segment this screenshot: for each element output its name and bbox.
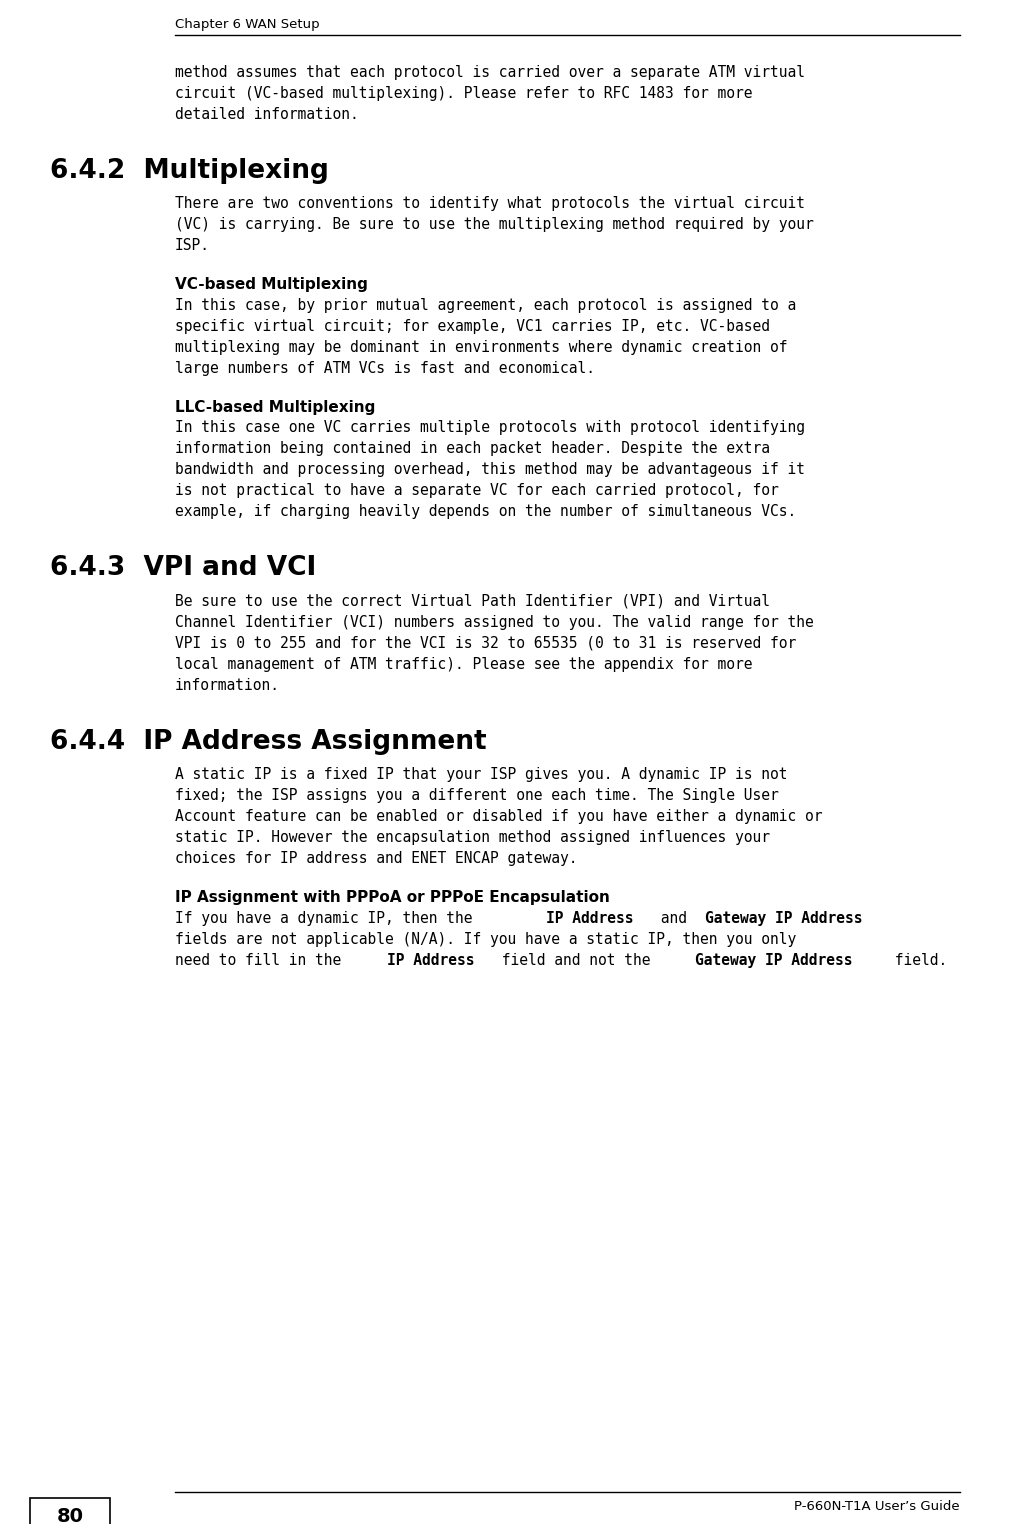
- Text: Gateway IP Address: Gateway IP Address: [705, 911, 863, 925]
- Text: static IP. However the encapsulation method assigned influences your: static IP. However the encapsulation met…: [175, 831, 770, 846]
- Text: (VC) is carrying. Be sure to use the multiplexing method required by your: (VC) is carrying. Be sure to use the mul…: [175, 218, 814, 232]
- Text: circuit (VC-based multiplexing). Please refer to RFC 1483 for more: circuit (VC-based multiplexing). Please …: [175, 85, 752, 101]
- Text: need to fill in the: need to fill in the: [175, 952, 350, 968]
- Text: 6.4.2  Multiplexing: 6.4.2 Multiplexing: [50, 158, 329, 184]
- Text: VC-based Multiplexing: VC-based Multiplexing: [175, 277, 368, 293]
- Text: Be sure to use the correct Virtual Path Identifier (VPI) and Virtual: Be sure to use the correct Virtual Path …: [175, 594, 770, 608]
- Text: If you have a dynamic IP, then the: If you have a dynamic IP, then the: [175, 911, 482, 925]
- Text: Chapter 6 WAN Setup: Chapter 6 WAN Setup: [175, 18, 320, 30]
- Text: IP Address: IP Address: [546, 911, 633, 925]
- Text: IP Assignment with PPPoA or PPPoE Encapsulation: IP Assignment with PPPoA or PPPoE Encaps…: [175, 890, 610, 905]
- Text: method assumes that each protocol is carried over a separate ATM virtual: method assumes that each protocol is car…: [175, 66, 805, 79]
- Text: information being contained in each packet header. Despite the extra: information being contained in each pack…: [175, 442, 770, 456]
- Text: multiplexing may be dominant in environments where dynamic creation of: multiplexing may be dominant in environm…: [175, 340, 787, 355]
- Text: LLC-based Multiplexing: LLC-based Multiplexing: [175, 399, 375, 415]
- Text: information.: information.: [175, 678, 280, 693]
- Text: In this case, by prior mutual agreement, each protocol is assigned to a: In this case, by prior mutual agreement,…: [175, 297, 796, 312]
- Text: Gateway IP Address: Gateway IP Address: [695, 952, 853, 968]
- Text: field.: field.: [886, 952, 947, 968]
- Text: VPI is 0 to 255 and for the VCI is 32 to 65535 (0 to 31 is reserved for: VPI is 0 to 255 and for the VCI is 32 to…: [175, 636, 796, 651]
- Text: example, if charging heavily depends on the number of simultaneous VCs.: example, if charging heavily depends on …: [175, 504, 796, 520]
- Bar: [30, 1498, 110, 1524]
- Text: P-660N-T1A User’s Guide: P-660N-T1A User’s Guide: [794, 1500, 960, 1512]
- Text: In this case one VC carries multiple protocols with protocol identifying: In this case one VC carries multiple pro…: [175, 421, 805, 436]
- Text: bandwidth and processing overhead, this method may be advantageous if it: bandwidth and processing overhead, this …: [175, 462, 805, 477]
- Text: Account feature can be enabled or disabled if you have either a dynamic or: Account feature can be enabled or disabl…: [175, 809, 822, 824]
- Text: 6.4.4  IP Address Assignment: 6.4.4 IP Address Assignment: [50, 728, 487, 754]
- Text: specific virtual circuit; for example, VC1 carries IP, etc. VC-based: specific virtual circuit; for example, V…: [175, 319, 770, 334]
- Text: local management of ATM traffic). Please see the appendix for more: local management of ATM traffic). Please…: [175, 657, 752, 672]
- Text: field and not the: field and not the: [493, 952, 659, 968]
- Text: IP Address: IP Address: [387, 952, 475, 968]
- Text: choices for IP address and ENET ENCAP gateway.: choices for IP address and ENET ENCAP ga…: [175, 852, 577, 866]
- Text: fields are not applicable (N/A). If you have a static IP, then you only: fields are not applicable (N/A). If you …: [175, 931, 796, 946]
- Text: There are two conventions to identify what protocols the virtual circuit: There are two conventions to identify wh…: [175, 197, 805, 212]
- Text: 80: 80: [56, 1507, 83, 1524]
- Text: fixed; the ISP assigns you a different one each time. The Single User: fixed; the ISP assigns you a different o…: [175, 788, 779, 803]
- Text: Channel Identifier (VCI) numbers assigned to you. The valid range for the: Channel Identifier (VCI) numbers assigne…: [175, 614, 814, 629]
- Text: large numbers of ATM VCs is fast and economical.: large numbers of ATM VCs is fast and eco…: [175, 361, 594, 376]
- Text: is not practical to have a separate VC for each carried protocol, for: is not practical to have a separate VC f…: [175, 483, 779, 498]
- Text: A static IP is a fixed IP that your ISP gives you. A dynamic IP is not: A static IP is a fixed IP that your ISP …: [175, 767, 787, 782]
- Text: 6.4.3  VPI and VCI: 6.4.3 VPI and VCI: [50, 555, 317, 581]
- Text: ISP.: ISP.: [175, 238, 210, 253]
- Text: and: and: [652, 911, 696, 925]
- Text: detailed information.: detailed information.: [175, 107, 359, 122]
